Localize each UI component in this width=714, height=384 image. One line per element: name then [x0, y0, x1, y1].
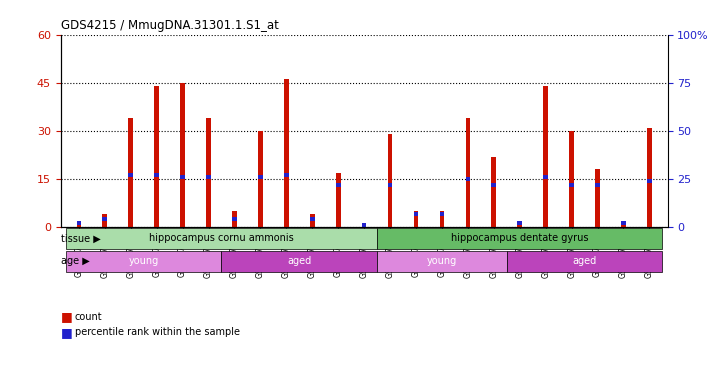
Bar: [595, 169, 600, 227]
Bar: [543, 86, 548, 227]
Bar: [180, 175, 185, 179]
Bar: [258, 131, 263, 227]
Bar: [377, 228, 663, 249]
Bar: [491, 183, 496, 187]
Bar: [232, 211, 237, 227]
Bar: [154, 86, 159, 227]
Bar: [336, 172, 341, 227]
Bar: [543, 175, 548, 179]
Text: aged: aged: [287, 256, 311, 266]
Bar: [440, 212, 444, 215]
Bar: [66, 228, 377, 249]
Text: age ▶: age ▶: [61, 256, 90, 266]
Bar: [388, 183, 393, 187]
Bar: [284, 79, 288, 227]
Bar: [102, 217, 107, 221]
Bar: [413, 212, 418, 215]
Bar: [466, 118, 471, 227]
Bar: [180, 83, 185, 227]
Text: young: young: [129, 256, 159, 266]
Bar: [413, 211, 418, 227]
Text: hippocampus dentate gyrus: hippocampus dentate gyrus: [451, 233, 588, 243]
Bar: [206, 118, 211, 227]
Text: count: count: [75, 312, 103, 322]
Bar: [507, 251, 663, 271]
Bar: [466, 177, 471, 181]
Bar: [102, 214, 107, 227]
Bar: [76, 221, 81, 225]
Text: ■: ■: [61, 310, 72, 323]
Bar: [595, 183, 600, 187]
Bar: [569, 183, 574, 187]
Bar: [221, 251, 377, 271]
Bar: [440, 211, 444, 227]
Bar: [336, 183, 341, 187]
Bar: [232, 217, 237, 221]
Bar: [284, 173, 288, 177]
Bar: [491, 157, 496, 227]
Text: young: young: [427, 256, 457, 266]
Text: aged: aged: [573, 256, 597, 266]
Bar: [621, 221, 626, 227]
Bar: [569, 131, 574, 227]
Text: hippocampus cornu ammonis: hippocampus cornu ammonis: [149, 233, 294, 243]
Bar: [310, 214, 315, 227]
Text: ■: ■: [61, 326, 72, 339]
Bar: [362, 225, 366, 227]
Bar: [129, 173, 133, 177]
Text: percentile rank within the sample: percentile rank within the sample: [75, 327, 240, 337]
Bar: [647, 127, 652, 227]
Bar: [154, 173, 159, 177]
Text: tissue ▶: tissue ▶: [61, 233, 101, 243]
Bar: [388, 134, 393, 227]
Bar: [518, 221, 522, 227]
Bar: [258, 175, 263, 179]
Bar: [76, 221, 81, 227]
Bar: [647, 179, 652, 183]
Bar: [621, 221, 626, 225]
Bar: [129, 118, 133, 227]
Bar: [362, 223, 366, 227]
Text: GDS4215 / MmugDNA.31301.1.S1_at: GDS4215 / MmugDNA.31301.1.S1_at: [61, 19, 278, 32]
Bar: [377, 251, 507, 271]
Bar: [206, 175, 211, 179]
Bar: [518, 221, 522, 225]
Bar: [66, 251, 221, 271]
Bar: [310, 217, 315, 221]
